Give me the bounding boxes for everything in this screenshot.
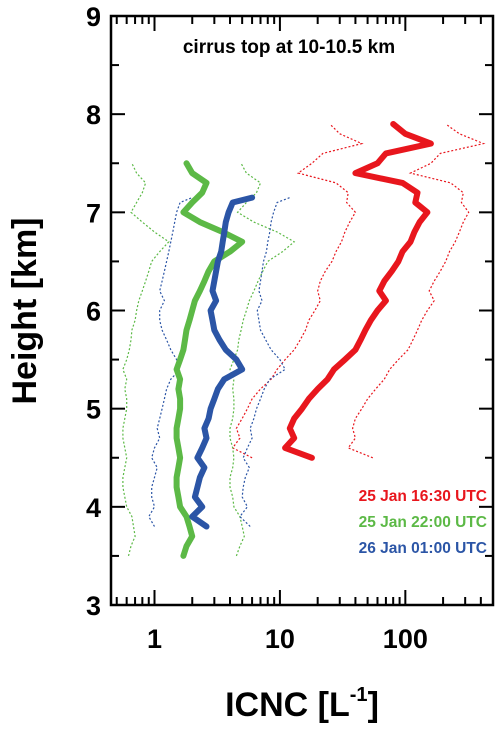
x-axis-label: ICNC [L-1] [225, 684, 379, 724]
y-tick-label: 7 [86, 198, 101, 228]
cirrus-top-annotation: cirrus top at 10-10.5 km [183, 37, 395, 58]
series-1-upper-bound-line [347, 123, 486, 459]
series-2-upper-bound-line [229, 163, 296, 557]
series-2-lower-bound-line [122, 163, 170, 557]
series-3-mean-line [189, 194, 256, 530]
x-tick-label: 1 [147, 624, 162, 654]
x-axis-label-superscript: -1 [350, 684, 368, 706]
series-3-lower-bound-line [148, 197, 193, 527]
legend-entry-1: 25 Jan 16:30 UTC [359, 488, 487, 505]
y-axis-label: Height [km] [6, 218, 44, 405]
series-3-upper-bound-line [239, 197, 291, 527]
series-2-mean-line [173, 160, 246, 559]
y-tick-label: 9 [86, 2, 101, 32]
x-tick-label: 100 [383, 624, 428, 654]
y-tick-label: 4 [86, 493, 101, 523]
y-tick-label: 5 [86, 395, 101, 425]
y-tick-label: 6 [86, 297, 101, 327]
chart-curves [122, 121, 486, 559]
legend-entry-2: 25 Jan 22:00 UTC [359, 514, 487, 531]
legend-entry-3: 26 Jan 01:00 UTC [359, 540, 487, 557]
y-tick-label: 8 [86, 100, 101, 130]
axis-ticks [111, 15, 494, 606]
series-1-mean-line [282, 121, 434, 461]
x-axis-label-main: ICNC [L [225, 686, 350, 724]
series-1-lower-bound-line [231, 123, 364, 459]
y-tick-label: 3 [86, 591, 101, 621]
axis-tick-labels: 1 10 100 3 4 5 6 7 8 9 [86, 2, 428, 654]
x-axis-label-end: ] [368, 686, 379, 724]
x-tick-label: 10 [265, 624, 295, 654]
legend: 25 Jan 16:30 UTC 25 Jan 22:00 UTC 26 Jan 0… [359, 488, 487, 557]
